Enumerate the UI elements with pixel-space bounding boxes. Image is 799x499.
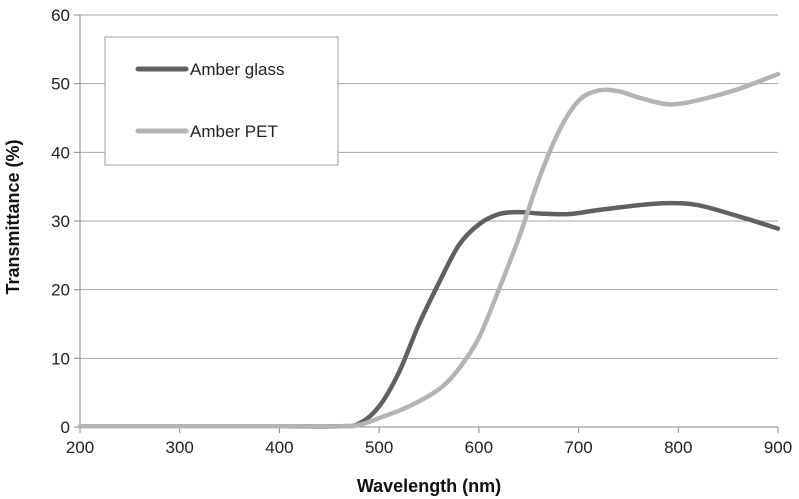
y-axis-title: Transmittance (%) xyxy=(3,139,23,294)
tick-labels: 0 10 20 30 40 50 60 200 300 400 500 600 700 800 900 xyxy=(51,6,792,457)
x-tick-label-800: 800 xyxy=(664,438,692,457)
x-tick-label-200: 200 xyxy=(66,438,94,457)
x-tick-label-300: 300 xyxy=(166,438,194,457)
x-axis-title: Wavelength (nm) xyxy=(357,476,501,496)
y-tick-label-30: 30 xyxy=(51,212,70,231)
series-lines xyxy=(77,71,781,429)
series-line-amber-glass xyxy=(77,200,781,429)
y-tick-label-60: 60 xyxy=(51,6,70,25)
x-tick-label-900: 900 xyxy=(764,438,792,457)
x-tick-label-400: 400 xyxy=(265,438,293,457)
legend-label-amber-pet: Amber PET xyxy=(190,122,278,141)
y-tick-label-0: 0 xyxy=(61,418,70,437)
y-tick-label-50: 50 xyxy=(51,75,70,94)
y-tick-label-10: 10 xyxy=(51,349,70,368)
series-line-amber-pet xyxy=(77,71,781,429)
legend-label-amber-glass: Amber glass xyxy=(190,60,284,79)
x-tick-label-500: 500 xyxy=(365,438,393,457)
y-tick-label-20: 20 xyxy=(51,281,70,300)
x-tick-label-700: 700 xyxy=(564,438,592,457)
x-tick-label-600: 600 xyxy=(465,438,493,457)
legend-box xyxy=(104,36,339,166)
y-tick-label-40: 40 xyxy=(51,143,70,162)
legend: Amber glass Amber PET xyxy=(104,36,339,166)
